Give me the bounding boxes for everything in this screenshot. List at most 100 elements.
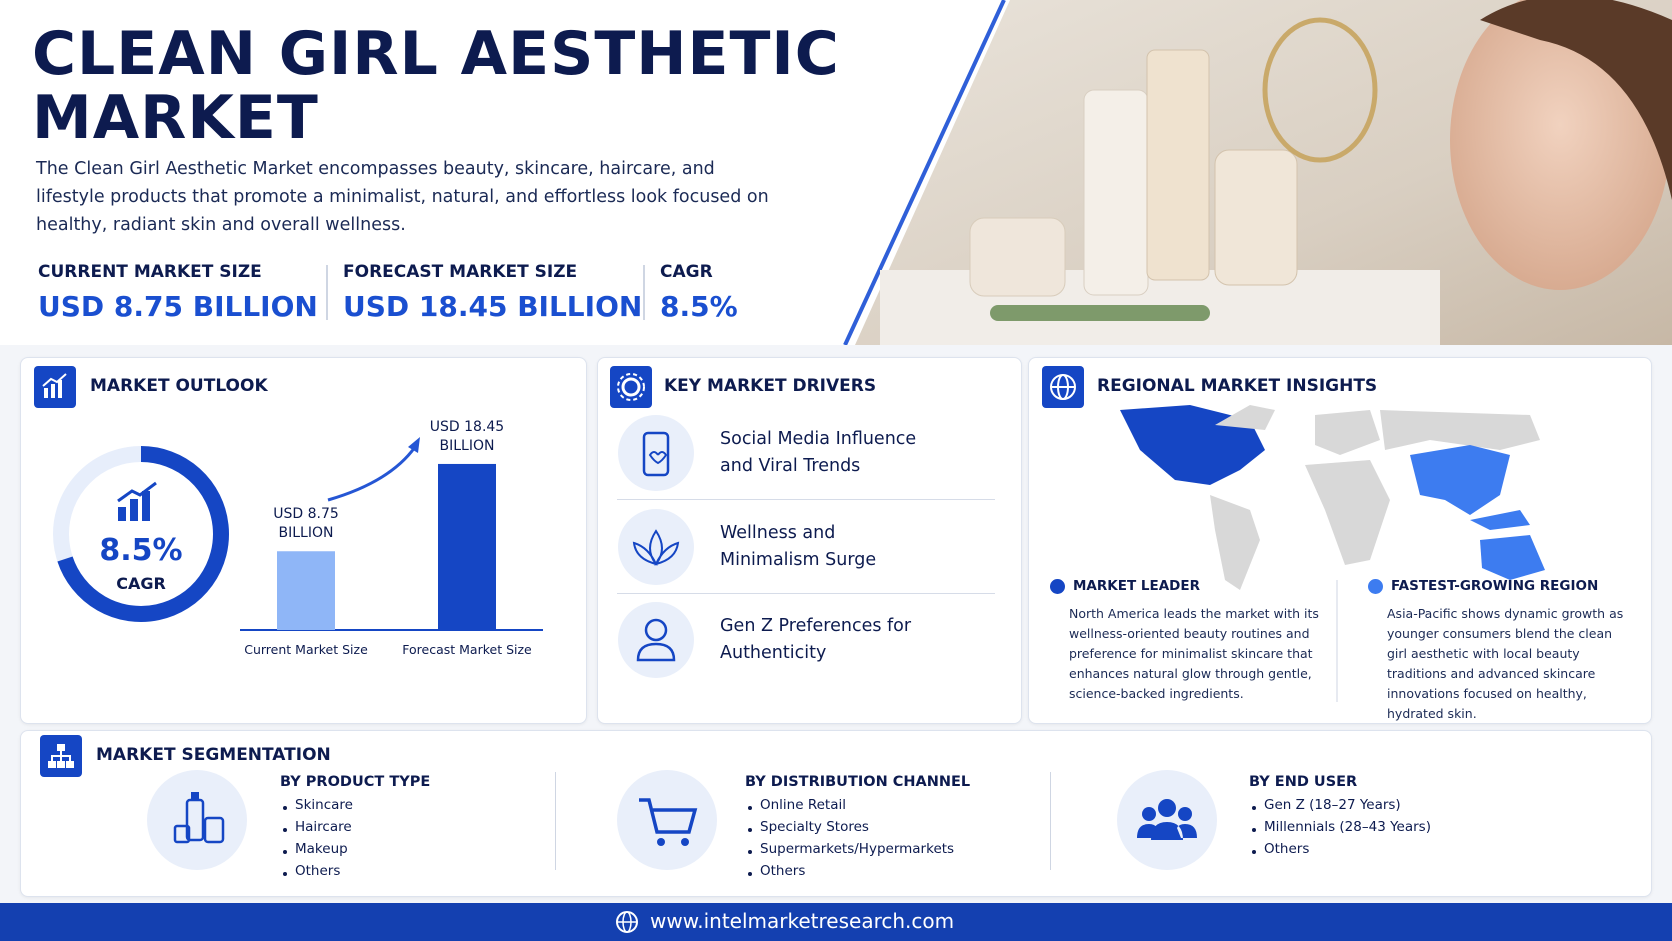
icon [617, 373, 645, 401]
south-america [1210, 495, 1260, 590]
bullet [1252, 806, 1256, 810]
greenland [1215, 405, 1275, 430]
segment-icon [147, 770, 247, 870]
bullet [283, 806, 287, 810]
title-line: MARKET [32, 83, 319, 153]
legend-dot [1050, 579, 1065, 594]
title: CLEAN GIRL AESTHETIC MARKET [32, 22, 840, 150]
header-photo [843, 0, 1672, 345]
driver-icon [618, 415, 694, 491]
russia [1380, 410, 1540, 450]
stat-value: USD 8.75 BILLION [38, 290, 318, 323]
footer [0, 903, 1672, 941]
stat-label: FORECAST MARKET SIZE [343, 262, 578, 282]
segment-item: Online Retail [760, 797, 846, 813]
segment-heading: BY DISTRIBUTION CHANNEL [745, 774, 971, 790]
insight-heading: FASTEST-GROWING REGION [1391, 578, 1599, 594]
stat-value: 8.5% [660, 290, 738, 323]
stat-label: CAGR [660, 262, 713, 282]
bullet [748, 806, 752, 810]
regional-icon [1042, 366, 1084, 408]
icon [639, 798, 698, 846]
footer-url: www.intelmarketresearch.com [650, 909, 955, 933]
pump-bottle [1214, 149, 1298, 286]
description: The Clean Girl Aesthetic Market encompas… [36, 159, 769, 235]
bullet [1252, 850, 1256, 854]
segment-item: Others [295, 863, 341, 879]
segment-item: Makeup [295, 841, 348, 857]
segment-divider [1050, 772, 1051, 870]
cagr-label: CAGR [116, 574, 166, 593]
icon [1050, 374, 1076, 400]
globe-icon [616, 911, 638, 933]
icon [1137, 799, 1197, 840]
segment-item: Supermarkets/Hypermarkets [760, 841, 955, 857]
insight-divider [1336, 580, 1338, 702]
ring-icon [117, 481, 157, 521]
icon [173, 792, 225, 844]
title-line: CLEAN GIRL AESTHETIC [32, 19, 840, 89]
driver-text: Social Media Influence and Viral Trends [720, 429, 917, 476]
segment-icon [617, 770, 717, 870]
segment-item: Haircare [295, 819, 352, 835]
driver-icon [618, 509, 694, 585]
driver-divider [617, 499, 995, 500]
bottle [1083, 89, 1149, 296]
stat-divider [326, 265, 328, 320]
stat-value: USD 18.45 BILLION [343, 290, 643, 323]
segment-item: Millennials (28–43 Years) [1264, 819, 1431, 835]
bullet [283, 850, 287, 854]
asia-pacific [1410, 445, 1510, 515]
ring-arc [57, 446, 229, 622]
segment-item: Specialty Stores [760, 819, 869, 835]
segment-item: Gen Z (18–27 Years) [1264, 797, 1401, 813]
panel-title: MARKET OUTLOOK [90, 376, 268, 396]
icon [42, 373, 67, 398]
segment-heading: BY PRODUCT TYPE [280, 774, 431, 790]
legend-dot [1368, 579, 1383, 594]
asia-pacific-islands [1470, 510, 1530, 530]
insight-heading: MARKET LEADER [1073, 578, 1200, 594]
bar [438, 463, 496, 630]
bullet [748, 850, 752, 854]
driver-icon [618, 602, 694, 678]
bar-value-label: USD 18.45 BILLION [429, 418, 505, 454]
world-map [1120, 405, 1545, 590]
insight-text: Asia-Pacific shows dynamic growth as you… [1387, 606, 1624, 721]
icon [48, 744, 74, 768]
hair [1480, 0, 1672, 200]
segment-divider [555, 772, 556, 870]
driver-text: Wellness and Minimalism Surge [720, 523, 877, 570]
panel-title: KEY MARKET DRIVERS [664, 376, 877, 396]
growth-arrow [327, 446, 417, 502]
stat-divider [643, 265, 645, 320]
segment-item: Others [760, 863, 806, 879]
segment-icon [1117, 770, 1217, 870]
europe [1315, 410, 1380, 455]
bar-category: Forecast Market Size [402, 642, 532, 657]
bullet [283, 872, 287, 876]
panel-title: REGIONAL MARKET INSIGHTS [1097, 376, 1378, 396]
icon [642, 431, 670, 477]
icon [636, 618, 676, 662]
drivers-icon [610, 366, 652, 408]
outlook-chart [53, 437, 543, 631]
panel-title: MARKET SEGMENTATION [96, 745, 331, 765]
outlook-icon [34, 366, 76, 408]
tube [1146, 49, 1210, 281]
bullet [748, 872, 752, 876]
africa [1305, 460, 1390, 565]
bar-value-label: USD 8.75 BILLION [273, 506, 339, 542]
segment-item: Skincare [295, 797, 353, 813]
australia [1480, 535, 1545, 580]
cagr-value: 8.5% [99, 533, 183, 568]
stat-label: CURRENT MARKET SIZE [38, 262, 262, 282]
bar [277, 551, 335, 630]
jade-roller [990, 305, 1210, 321]
bullet [748, 828, 752, 832]
driver-divider [617, 593, 995, 594]
segmentation-panel [20, 730, 1652, 897]
driver-text: Gen Z Preferences for Authenticity [720, 616, 912, 663]
